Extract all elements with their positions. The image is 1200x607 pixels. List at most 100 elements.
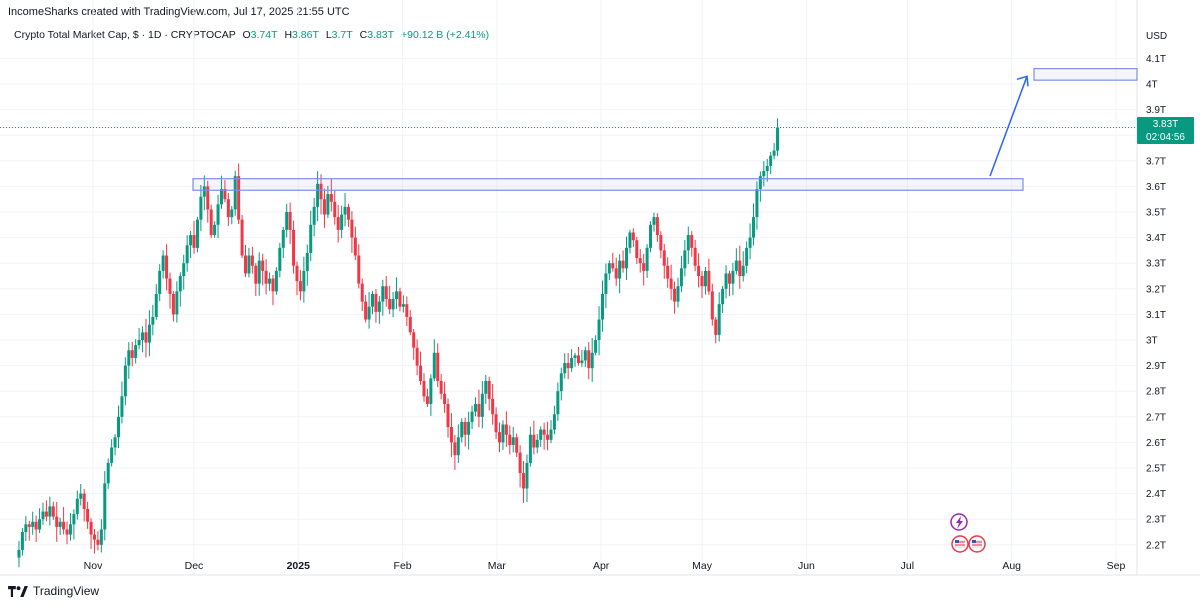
candle-up	[721, 285, 725, 314]
candle-body	[522, 473, 526, 489]
tradingview-brand[interactable]: TradingView	[8, 584, 99, 598]
candle-down	[439, 373, 443, 400]
candle-body	[563, 363, 567, 374]
candle-down	[165, 244, 169, 291]
candle-body	[340, 214, 344, 230]
candle-body	[165, 255, 169, 279]
candle-up	[137, 327, 141, 350]
candle-up	[645, 244, 649, 278]
candle-down	[86, 501, 90, 529]
candle-body	[62, 521, 66, 530]
candle-body	[58, 521, 62, 527]
candle-down	[55, 502, 59, 542]
candle-body	[178, 276, 182, 292]
candle-body	[281, 229, 285, 248]
us-flag-event-icon[interactable]	[951, 535, 969, 553]
candle-up	[178, 272, 182, 307]
candle-body	[302, 270, 306, 292]
resistance-zone-rect[interactable]	[192, 178, 1024, 191]
event-markers[interactable]	[950, 513, 986, 553]
candle-up	[604, 263, 608, 309]
candle-body	[261, 260, 265, 271]
candle-body	[127, 350, 131, 366]
candle-body	[628, 232, 632, 248]
candle-body	[443, 393, 447, 404]
candle-body	[237, 176, 241, 220]
candle-body	[353, 237, 357, 256]
candle-down	[642, 253, 646, 286]
candle-body	[556, 391, 560, 415]
candle-body	[72, 514, 76, 525]
candle-down	[707, 258, 711, 295]
candle-body	[614, 268, 618, 279]
time-axis-labels: Nov Dec 2025 Feb Mar Apr May Jun Jul Aug Sep	[84, 560, 1126, 572]
candle-down	[34, 515, 38, 543]
candle-body	[518, 452, 522, 474]
candle-down	[491, 384, 495, 425]
candle-down	[518, 445, 522, 488]
candle-up	[230, 206, 234, 225]
candle-body	[408, 316, 412, 333]
candle-up	[199, 185, 203, 232]
candle-down	[446, 398, 450, 438]
candle-down	[621, 250, 625, 273]
open-value: 3.74T	[250, 29, 278, 41]
candle-down	[206, 180, 210, 223]
grid-lines	[0, 0, 1137, 575]
time-tick-label: Sep	[1107, 560, 1126, 572]
candle-body	[535, 439, 539, 448]
candle-body	[192, 235, 196, 248]
candle-up	[312, 197, 316, 237]
candle-body	[769, 155, 773, 166]
candle-up	[652, 212, 656, 232]
candle-body	[676, 286, 680, 302]
projection-arrow-line[interactable]	[989, 76, 1028, 177]
candle-down	[333, 190, 337, 225]
candle-body	[515, 437, 519, 453]
candles	[17, 118, 780, 568]
candle-up	[305, 244, 309, 286]
candle-body	[618, 260, 622, 279]
candle-up	[175, 281, 179, 323]
symbol-legend[interactable]: Crypto Total Market Cap, $ · 1D · CRYPTO…	[14, 29, 493, 41]
candle-body	[611, 263, 615, 269]
price-tick-label: 4.1T	[1146, 54, 1166, 65]
candle-body	[209, 209, 213, 236]
lightning-event-icon[interactable]	[950, 513, 968, 531]
candle-down	[477, 389, 481, 428]
candle-body	[449, 427, 453, 443]
target-zone-rect[interactable]	[1033, 68, 1138, 81]
candle-down	[261, 253, 265, 286]
candle-down	[223, 180, 227, 203]
candle-up	[456, 424, 460, 464]
candle-up	[219, 175, 223, 209]
candle-up	[649, 221, 653, 253]
us-flag-event-icon[interactable]	[968, 535, 986, 553]
candle-body	[762, 171, 766, 177]
candle-down	[350, 211, 354, 253]
candle-up	[195, 216, 199, 253]
candle-down	[449, 413, 453, 458]
candle-body	[463, 421, 467, 435]
candle-up	[570, 349, 574, 372]
candle-body	[103, 483, 107, 530]
last-price-tag: 3.83T 02:04:56	[1137, 117, 1194, 144]
candle-up	[679, 255, 683, 293]
candle-body	[525, 462, 529, 489]
candle-body	[412, 332, 416, 348]
candle-body	[436, 352, 440, 381]
candle-down	[398, 287, 402, 312]
candle-body	[559, 373, 563, 392]
currency-label[interactable]: USD	[1146, 31, 1168, 42]
candle-up	[381, 279, 385, 316]
candle-body	[552, 414, 556, 430]
candle-up	[594, 335, 598, 356]
candle-down	[62, 506, 66, 535]
drawings[interactable]	[0, 68, 1138, 191]
candle-body	[528, 434, 532, 463]
candle-down	[453, 434, 457, 470]
price-tick-label: 3.6T	[1146, 182, 1166, 193]
time-tick-label: Nov	[84, 560, 103, 572]
time-tick-label: Jul	[901, 560, 914, 572]
